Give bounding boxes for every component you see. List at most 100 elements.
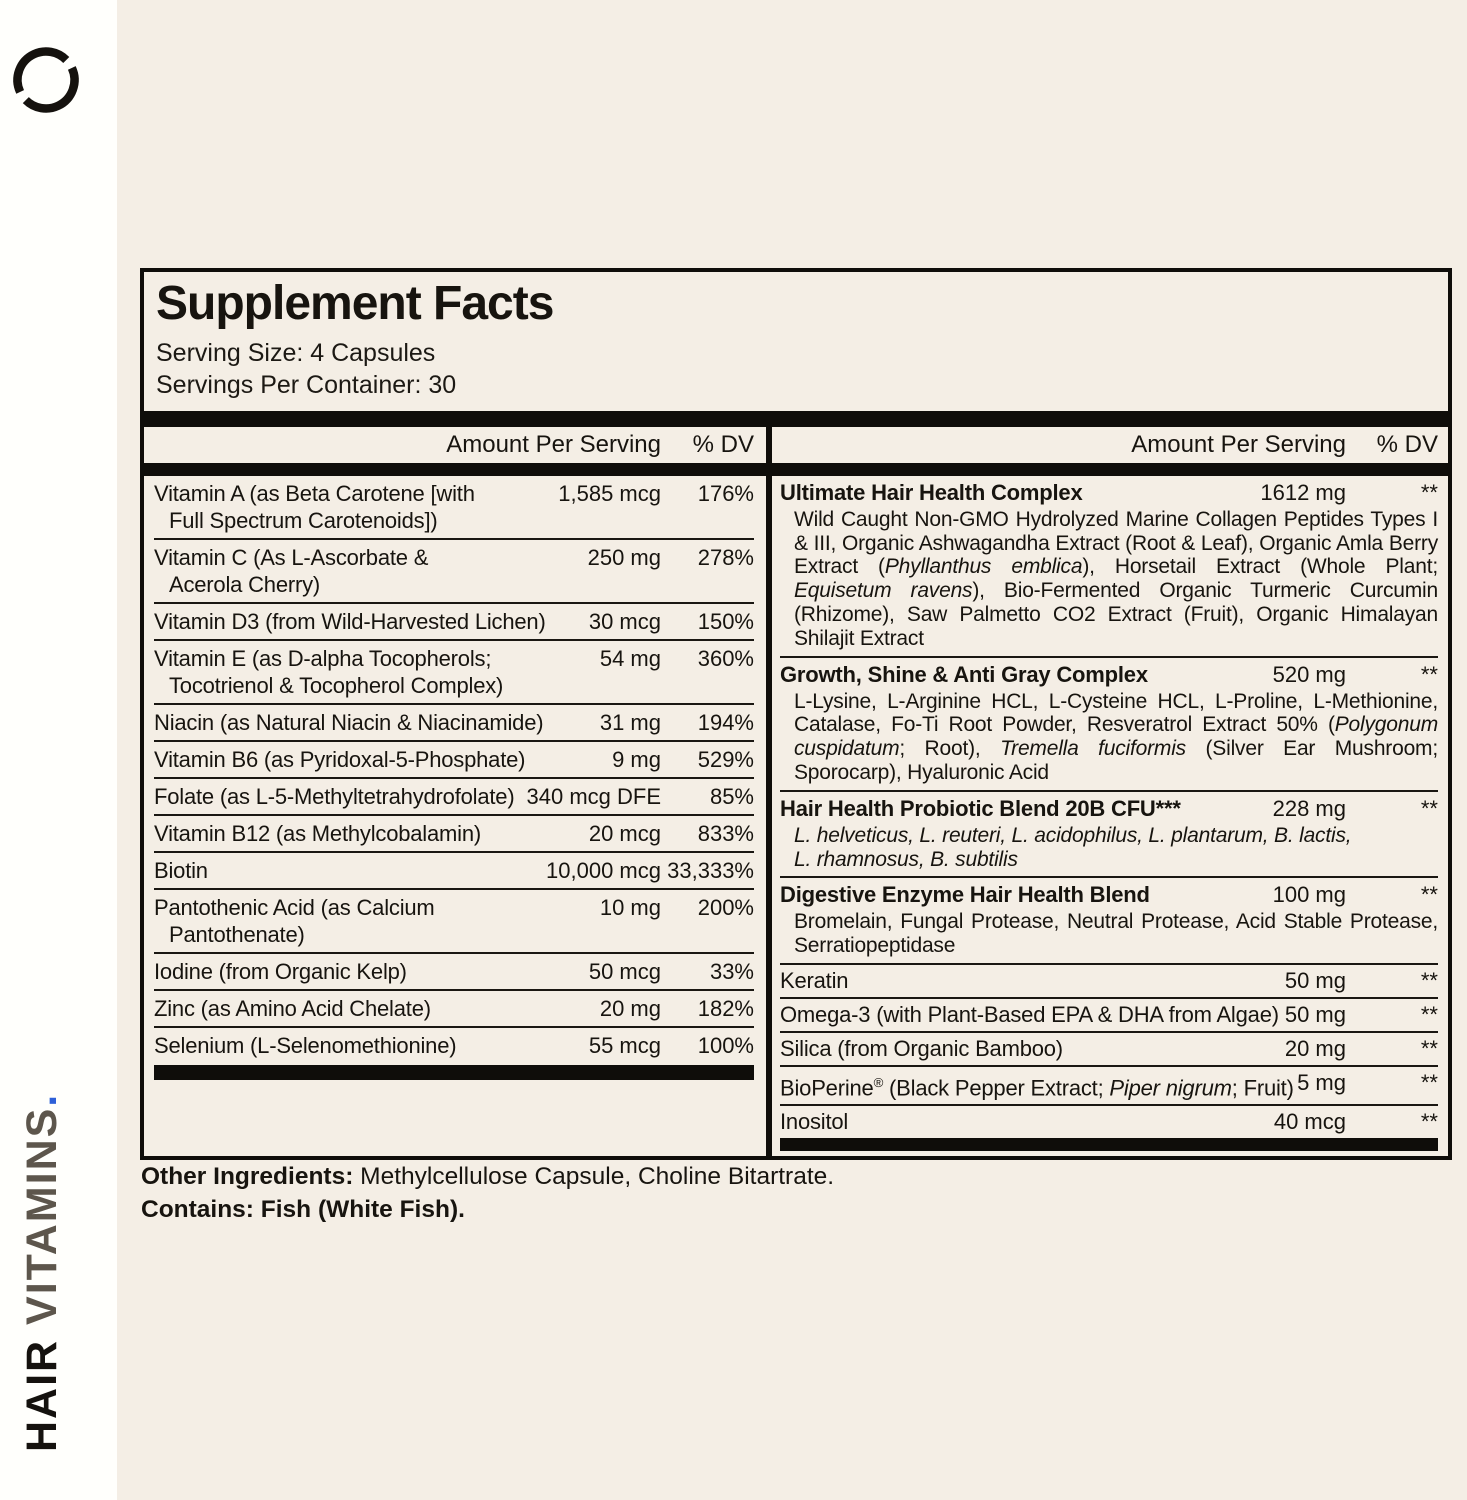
nutrient-row: Omega-3 (with Plant-Based EPA & DHA from…: [780, 999, 1438, 1033]
center-divider: [766, 475, 772, 1156]
complex-ingredients: L-Lysine, L-Arginine HCL, L-Cysteine HCL…: [794, 689, 1438, 784]
other-ingredients-text: Methylcellulose Capsule, Choline Bitartr…: [353, 1163, 835, 1190]
complex-dv: **: [1420, 882, 1438, 908]
nutrient-name: Omega-3 (with Plant-Based EPA & DHA from…: [780, 1001, 1279, 1027]
nutrient-row: Vitamin D3 (from Wild-Harvested Lichen) 3…: [154, 604, 754, 641]
nutrient-row: Zinc (as Amino Acid Chelate) 20 mg 182%: [154, 991, 754, 1028]
nutrient-dv: 182%: [697, 995, 754, 1021]
nutrient-row: Vitamin A (as Beta Carotene [with Full Sp…: [154, 476, 754, 540]
nutrient-dv: 33,333%: [667, 857, 754, 883]
complex-amount: 100 mg: [1272, 882, 1346, 908]
nutrient-row: Pantothenic Acid (as Calcium Pantothenate…: [154, 890, 754, 954]
nutrient-name: Selenium (L-Selenomethionine): [154, 1032, 457, 1058]
brand-word-vitamins: VITAMINS: [18, 1106, 66, 1339]
nutrient-name-line2: Tocotrienol & Tocopherol Complex): [169, 672, 504, 698]
complex-ingredients: L. helveticus, L. reuteri, L. acidophilu…: [794, 823, 1352, 871]
complex-header-row: Growth, Shine & Anti Gray Complex 520 mg *…: [780, 658, 1438, 690]
nutrient-name: Zinc (as Amino Acid Chelate): [154, 995, 431, 1021]
column-headers-right: Amount Per Serving % DV: [772, 427, 1448, 463]
nutrient-amount: 31 mg: [599, 709, 661, 735]
nutrient-dv: **: [1420, 1109, 1438, 1135]
nutrient-name: Silica (from Organic Bamboo): [780, 1035, 1063, 1061]
nutrient-name: Folate (as L-5-Methyltetrahydrofolate): [154, 783, 515, 809]
right-column: Ultimate Hair Health Complex 1612 mg ** Wil…: [772, 476, 1448, 1156]
right-column-rows: Keratin 50 mg ** Omega-3 (with Plant-Based …: [780, 965, 1438, 1138]
thick-divider-right-bottom: [780, 1138, 1438, 1152]
brand-vertical-text: HAIR VITAMINS.: [18, 1093, 67, 1452]
nutrient-row: Inositol 40 mcg **: [780, 1106, 1438, 1138]
nutrient-amount: 40 mcg: [1273, 1109, 1346, 1135]
contains-statement: Contains: Fish (White Fish).: [141, 1196, 465, 1224]
nutrient-row: Vitamin B6 (as Pyridoxal-5-Phosphate) 9 m…: [154, 742, 754, 779]
nutrient-row: Vitamin E (as D-alpha Tocopherols; Tocotr…: [154, 641, 754, 705]
other-ingredients-label: Other Ingredients:: [141, 1163, 354, 1190]
nutrient-row: Silica (from Organic Bamboo) 20 mg **: [780, 1033, 1438, 1067]
footnote-manufacture: ***At time of manufacture.: [1162, 1156, 1421, 1160]
brand-dot: .: [18, 1092, 66, 1107]
nutrient-amount: 54 mg: [599, 645, 661, 671]
nutrient-row: Vitamin B12 (as Methylcobalamin) 20 mcg 83…: [154, 816, 754, 853]
amount-header-left: Amount Per Serving: [446, 430, 661, 458]
nutrient-row: Selenium (L-Selenomethionine) 55 mcg 100%: [154, 1028, 754, 1063]
nutrient-name: Vitamin A (as Beta Carotene [with Full Sp…: [154, 480, 558, 534]
nutrient-row: Niacin (as Natural Niacin & Niacinamide)…: [154, 705, 754, 742]
nutrient-name: Vitamin C (As L-Ascorbate & Acerola Cherr…: [154, 544, 588, 598]
nutrient-name-line2: Acerola Cherry): [169, 571, 321, 597]
complex-name: Hair Health Probiotic Blend 20B CFU***: [780, 795, 1181, 821]
nutrient-row: Iodine (from Organic Kelp) 50 mcg 33%: [154, 954, 754, 991]
nutrient-row: BioPerine® (Black Pepper Extract; Piper …: [780, 1067, 1438, 1107]
left-column: Vitamin A (as Beta Carotene [with Full Sp…: [144, 476, 766, 1156]
left-rail: HAIR VITAMINS.: [0, 0, 117, 1500]
nutrient-dv: 85%: [709, 783, 754, 809]
right-column-sections: Ultimate Hair Health Complex 1612 mg ** Wil…: [780, 476, 1438, 965]
complex-amount: 1612 mg: [1260, 479, 1346, 505]
nutrient-row: Keratin 50 mg **: [780, 965, 1438, 999]
nutrient-amount: 20 mg: [1284, 1035, 1346, 1061]
nutrient-dv: **: [1420, 1035, 1438, 1061]
nutrient-dv: 194%: [697, 709, 754, 735]
nutrient-amount: 50 mg: [1284, 1001, 1346, 1027]
complex-amount: 228 mg: [1272, 795, 1346, 821]
nutrient-name: BioPerine® (Black Pepper Extract; Piper …: [780, 1074, 1294, 1101]
column-headers-left: Amount Per Serving % DV: [144, 427, 766, 463]
nutrient-dv: 150%: [697, 608, 754, 634]
complex-header-row: Digestive Enzyme Hair Health Blend 100 mg…: [780, 878, 1438, 910]
nutrient-amount: 250 mg: [587, 544, 661, 570]
complex-section: Digestive Enzyme Hair Health Blend 100 mg…: [780, 878, 1438, 965]
thick-divider-under-headers: [144, 462, 1448, 476]
panel-title: Supplement Facts: [156, 277, 554, 330]
nutrient-dv: 176%: [697, 480, 754, 506]
nutrient-dv: 33%: [709, 958, 754, 984]
nutrient-dv: 278%: [697, 544, 754, 570]
complex-ingredients: Wild Caught Non-GMO Hydrolyzed Marine Co…: [794, 507, 1439, 650]
nutrient-row: Biotin 10,000 mcg 33,333%: [154, 853, 754, 890]
nutrient-columns: Vitamin A (as Beta Carotene [with Full Sp…: [144, 475, 1448, 1156]
brand-word-hair: HAIR: [18, 1338, 66, 1452]
complex-section: Hair Health Probiotic Blend 20B CFU*** 22…: [780, 792, 1438, 879]
supplement-facts-panel: Supplement Facts Serving Size: 4 Capsule…: [140, 268, 1452, 1160]
complex-ingredients: Bromelain, Fungal Protease, Neutral Prot…: [794, 910, 1438, 958]
servings-per-container: Servings Per Container: 30: [156, 370, 457, 399]
nutrient-amount: 5 mg: [1297, 1069, 1346, 1095]
nutrient-dv: 529%: [697, 746, 754, 772]
nutrient-name: Vitamin D3 (from Wild-Harvested Lichen): [154, 608, 546, 634]
amount-header-right: Amount Per Serving: [1131, 430, 1346, 458]
nutrient-amount: 10 mg: [599, 894, 661, 920]
left-column-rows: Vitamin A (as Beta Carotene [with Full Sp…: [154, 476, 754, 1063]
nutrient-row: Folate (as L-5-Methyltetrahydrofolate) 34…: [154, 779, 754, 816]
nutrient-dv: **: [1420, 1001, 1438, 1027]
nutrient-name: Iodine (from Organic Kelp): [154, 958, 407, 984]
complex-header-row: Hair Health Probiotic Blend 20B CFU*** 22…: [780, 792, 1438, 824]
nutrient-dv: 200%: [697, 894, 754, 920]
complex-name: Ultimate Hair Health Complex: [780, 479, 1083, 505]
nutrient-amount: 20 mg: [599, 995, 661, 1021]
other-ingredients: Other Ingredients: Methylcellulose Capsu…: [141, 1160, 834, 1193]
nutrient-dv: **: [1420, 967, 1438, 993]
complex-section: Ultimate Hair Health Complex 1612 mg ** Wil…: [780, 476, 1438, 658]
nutrient-name: Inositol: [780, 1109, 849, 1135]
center-divider-header: [766, 426, 772, 463]
dv-header-left: % DV: [692, 430, 754, 458]
nutrient-dv: 100%: [697, 1032, 754, 1058]
nutrient-amount: 30 mcg: [588, 608, 661, 634]
nutrient-amount: 9 mg: [612, 746, 661, 772]
